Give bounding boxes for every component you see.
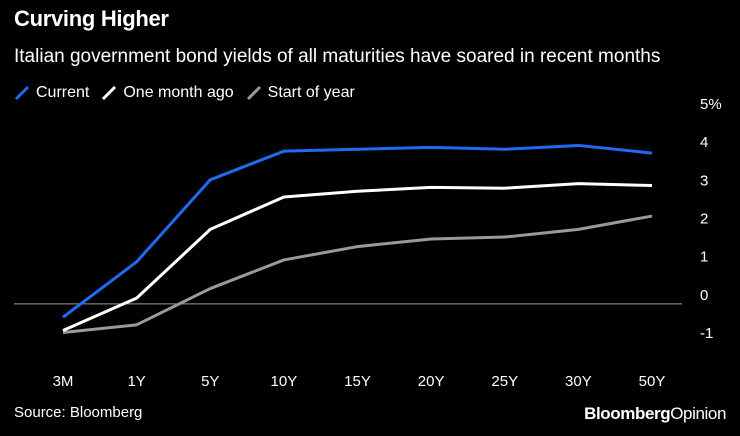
series-line-one-month-ago	[62, 182, 653, 332]
y-tick-label: 2	[700, 211, 708, 228]
legend-swatch-one-month-ago	[102, 85, 117, 101]
legend: Current One month ago Start of year	[14, 84, 367, 102]
legend-item-start-of-year: Start of year	[246, 84, 355, 102]
series-line-current	[62, 143, 653, 319]
legend-label-one-month-ago: One month ago	[123, 84, 234, 101]
x-tick-label: 50Y	[639, 373, 666, 390]
y-tick-label: -1	[700, 325, 713, 342]
legend-label-start-of-year: Start of year	[267, 84, 355, 101]
legend-item-current: Current	[14, 84, 89, 102]
source-note: Source: Bloomberg	[14, 404, 143, 421]
y-tick-label: 3	[700, 172, 708, 189]
x-tick-label: 25Y	[491, 373, 518, 390]
legend-swatch-current	[14, 85, 30, 101]
y-tick-label: 1	[700, 249, 708, 266]
y-tick-label: 4	[700, 134, 708, 151]
legend-label-current: Current	[36, 84, 90, 101]
x-tick-label: 15Y	[344, 373, 371, 390]
x-tick-label: 30Y	[565, 373, 592, 390]
series-line-start-of-year	[62, 214, 653, 334]
legend-swatch-start-of-year	[246, 85, 261, 101]
chart-subtitle: Italian government bond yields of all ma…	[14, 46, 661, 67]
brand-regular: Opinion	[670, 404, 726, 423]
chart-title: Curving Higher	[14, 6, 169, 31]
brand-logo: BloombergOpinion	[584, 404, 726, 424]
brand-bold: Bloomberg	[584, 404, 671, 423]
x-tick-label: 10Y	[271, 373, 298, 390]
x-tick-label: 3M	[53, 373, 74, 390]
x-tick-label: 5Y	[201, 373, 219, 390]
y-tick-label: 5%	[700, 96, 722, 113]
y-tick-label: 0	[700, 287, 708, 304]
x-tick-label: 20Y	[418, 373, 445, 390]
legend-item-one-month-ago: One month ago	[101, 84, 234, 102]
x-tick-label: 1Y	[127, 373, 145, 390]
